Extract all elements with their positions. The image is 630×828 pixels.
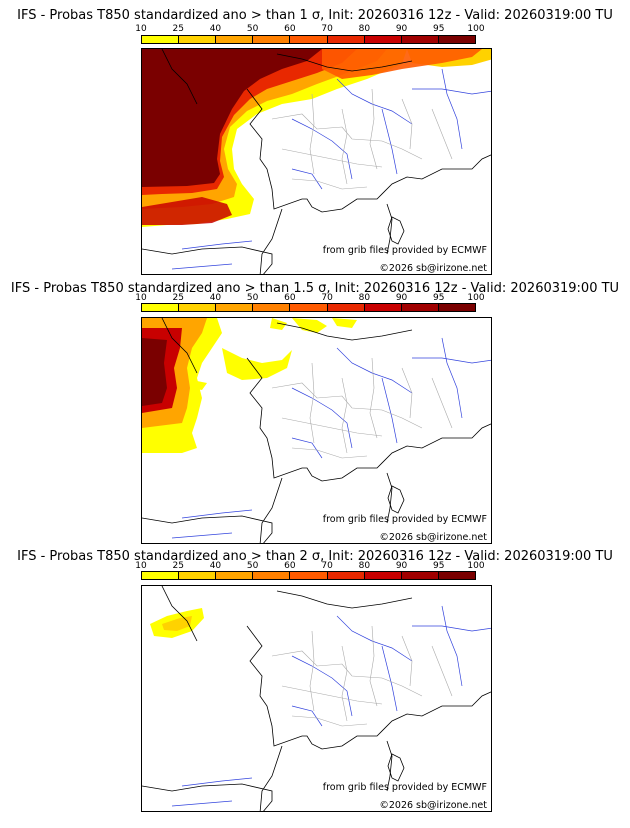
probability-map: from grib files provided by ECMWF ©2026 … [141, 48, 492, 275]
copyright-credit: ©2026 sb@irizone.net [379, 532, 487, 543]
scale-swatch [364, 572, 402, 579]
scale-swatch [216, 572, 254, 579]
scale-label: 80 [358, 24, 371, 34]
scale-label: 60 [284, 293, 296, 303]
rivers [171, 605, 491, 807]
panel-title: IFS - Probas T850 standardized ano > tha… [10, 281, 620, 296]
coastlines [142, 318, 491, 543]
scale-swatch [290, 304, 328, 311]
color-scale-bar [141, 571, 476, 580]
map-layer [142, 318, 491, 543]
scale-swatch [364, 304, 402, 311]
scale-label: 50 [246, 24, 259, 34]
map-layer [142, 49, 491, 274]
scale-swatch [253, 36, 291, 43]
admin-borders [271, 88, 453, 190]
scale-swatch [401, 36, 439, 43]
scale-label: 70 [321, 293, 333, 303]
scale-swatch [290, 36, 328, 43]
scale-swatch [179, 304, 217, 311]
scale-swatch [290, 572, 328, 579]
scale-swatch [253, 572, 291, 579]
scale-label: 25 [172, 293, 184, 303]
scale-swatch [438, 572, 475, 579]
scale-swatch [327, 572, 365, 579]
scale-swatch [179, 572, 217, 579]
scale-swatch [142, 304, 180, 311]
source-credit: from grib files provided by ECMWF [322, 782, 487, 793]
scale-label: 90 [395, 24, 408, 34]
scale-label: 80 [358, 293, 371, 303]
scale-label: 95 [433, 24, 445, 34]
copyright-credit: ©2026 sb@irizone.net [379, 800, 487, 811]
probability-shading [142, 49, 491, 227]
scale-swatch [253, 304, 291, 311]
rivers [171, 68, 491, 270]
scale-label: 10 [135, 293, 147, 303]
scale-swatch [401, 572, 439, 579]
scale-label: 10 [135, 24, 147, 34]
scale-label: 90 [395, 293, 408, 303]
coastlines [142, 49, 491, 274]
scale-swatch [216, 36, 254, 43]
map-layer [142, 586, 491, 811]
scale-swatch [327, 304, 365, 311]
scale-swatch [364, 36, 402, 43]
scale-label: 50 [246, 561, 259, 571]
probability-map: from grib files provided by ECMWF ©2026 … [141, 317, 492, 544]
scale-swatch [179, 36, 217, 43]
scale-swatch [438, 304, 475, 311]
scale-label: 40 [209, 561, 222, 571]
scale-swatch [216, 304, 254, 311]
scale-label: 95 [433, 293, 445, 303]
probability-shading [150, 608, 204, 638]
scale-label: 25 [172, 24, 184, 34]
scale-label: 95 [433, 561, 445, 571]
rivers [171, 337, 491, 539]
panel-title: IFS - Probas T850 standardized ano > tha… [17, 8, 613, 23]
scale-label: 10 [135, 561, 147, 571]
color-scale-bar [141, 303, 476, 312]
scale-label: 70 [321, 561, 333, 571]
color-scale-labels: 10 25 40 50 60 70 80 90 95 100 [135, 293, 484, 303]
scale-label: 80 [358, 561, 371, 571]
scale-label: 50 [246, 293, 259, 303]
scale-label: 60 [284, 24, 296, 34]
scale-label: 40 [209, 24, 222, 34]
color-scale-labels: 10 25 40 50 60 70 80 90 95 100 [135, 24, 484, 34]
probability-map: from grib files provided by ECMWF ©2026 … [141, 585, 492, 812]
scale-label: 70 [321, 24, 333, 34]
probability-shading [142, 318, 357, 453]
scale-label: 100 [467, 293, 485, 303]
scale-label: 90 [395, 561, 408, 571]
scale-swatch [438, 36, 475, 43]
scale-swatch [327, 36, 365, 43]
scale-swatch [401, 304, 439, 311]
copyright-credit: ©2026 sb@irizone.net [379, 263, 487, 274]
coastlines [142, 586, 491, 811]
scale-label: 100 [467, 24, 485, 34]
scale-swatch [142, 572, 180, 579]
color-scale-bar [141, 35, 476, 44]
color-scale-labels: 10 25 40 50 60 70 80 90 95 100 [135, 561, 484, 571]
scale-label: 25 [172, 561, 184, 571]
admin-borders [271, 357, 453, 459]
source-credit: from grib files provided by ECMWF [322, 245, 487, 256]
scale-swatch [142, 36, 180, 43]
scale-label: 40 [209, 293, 222, 303]
panel-title: IFS - Probas T850 standardized ano > tha… [17, 549, 613, 564]
source-credit: from grib files provided by ECMWF [322, 514, 487, 525]
admin-borders [271, 625, 453, 727]
scale-label: 60 [284, 561, 296, 571]
scale-label: 100 [467, 561, 485, 571]
